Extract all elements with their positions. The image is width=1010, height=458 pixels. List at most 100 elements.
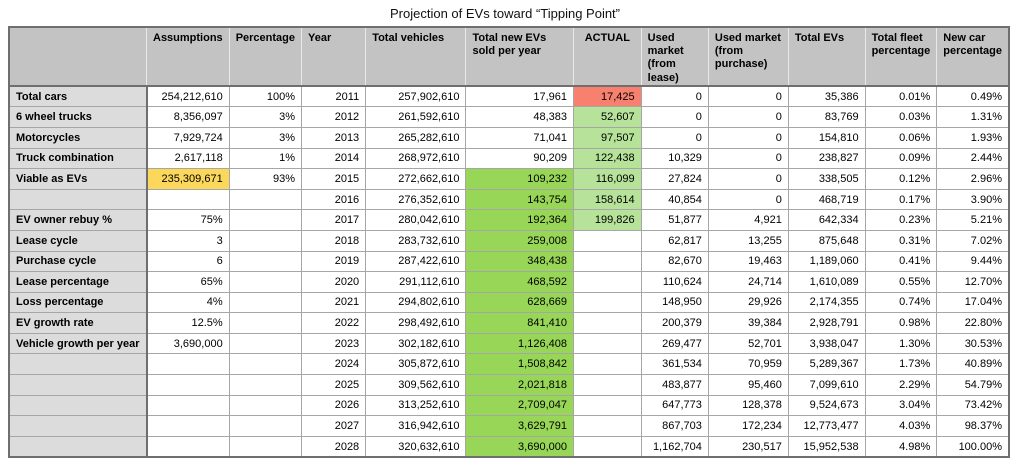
cell-year[interactable]: 2027 — [300, 415, 367, 437]
cell-new-car-pct[interactable]: 73.42% — [936, 394, 1010, 417]
cell-new-evs-sold[interactable]: 17,961 — [465, 85, 574, 108]
cell-total-vehicles[interactable]: 287,422,610 — [365, 250, 467, 273]
cell-total-vehicles[interactable]: 272,662,610 — [365, 168, 467, 190]
cell-total-evs[interactable]: 35,386 — [787, 85, 866, 108]
cell-row-label[interactable] — [8, 353, 148, 376]
cell-used-purchase[interactable]: 0 — [707, 106, 789, 128]
cell-new-car-pct[interactable]: 3.90% — [936, 188, 1010, 211]
cell-percentage[interactable] — [228, 188, 303, 211]
cell-fleet-pct[interactable]: 2.29% — [864, 374, 938, 396]
cell-assumptions[interactable]: 6 — [146, 250, 230, 273]
cell-new-evs-sold[interactable]: 143,754 — [465, 188, 574, 211]
cell-total-vehicles[interactable]: 302,182,610 — [365, 332, 467, 355]
cell-new-evs-sold[interactable]: 1,126,408 — [465, 332, 574, 355]
cell-assumptions[interactable]: 65% — [146, 271, 230, 293]
cell-assumptions[interactable] — [146, 374, 230, 396]
cell-percentage[interactable] — [228, 415, 303, 437]
cell-fleet-pct[interactable]: 0.31% — [864, 229, 938, 252]
cell-used-lease[interactable]: 0 — [640, 85, 709, 108]
cell-used-purchase[interactable]: 4,921 — [707, 209, 789, 231]
col-header-fleet-pct[interactable]: Total fleet percentage — [864, 27, 938, 87]
cell-new-evs-sold[interactable]: 841,410 — [465, 312, 574, 334]
cell-used-lease[interactable]: 82,670 — [640, 250, 709, 273]
cell-used-purchase[interactable]: 0 — [707, 168, 789, 190]
cell-used-purchase[interactable]: 172,234 — [707, 415, 789, 437]
cell-percentage[interactable] — [228, 250, 303, 273]
cell-used-purchase[interactable]: 70,959 — [707, 353, 789, 376]
cell-used-purchase[interactable]: 95,460 — [707, 374, 789, 396]
cell-total-evs[interactable]: 2,928,791 — [787, 312, 866, 334]
cell-total-evs[interactable]: 2,174,355 — [787, 291, 866, 314]
cell-total-evs[interactable]: 468,719 — [787, 188, 866, 211]
cell-total-evs[interactable]: 1,189,060 — [787, 250, 866, 273]
cell-actual[interactable] — [572, 271, 642, 293]
cell-row-label[interactable]: Vehicle growth per year — [8, 332, 148, 355]
cell-used-lease[interactable]: 110,624 — [640, 271, 709, 293]
cell-year[interactable]: 2023 — [300, 332, 367, 355]
col-header-used-lease[interactable]: Used market (from lease) — [640, 27, 709, 87]
cell-total-vehicles[interactable]: 320,632,610 — [365, 435, 467, 458]
cell-row-label[interactable]: Total cars — [8, 85, 148, 108]
cell-assumptions[interactable] — [146, 188, 230, 211]
cell-new-car-pct[interactable]: 2.96% — [936, 168, 1010, 190]
cell-year[interactable]: 2015 — [300, 168, 367, 190]
cell-row-label[interactable]: 6 wheel trucks — [8, 106, 148, 128]
cell-actual[interactable]: 158,614 — [572, 188, 642, 211]
cell-fleet-pct[interactable]: 0.06% — [864, 126, 938, 149]
col-header-percentage[interactable]: Percentage — [228, 27, 303, 87]
cell-actual[interactable]: 199,826 — [572, 209, 642, 231]
cell-actual[interactable] — [572, 332, 642, 355]
cell-assumptions[interactable]: 75% — [146, 209, 230, 231]
cell-used-lease[interactable]: 1,162,704 — [640, 435, 709, 458]
cell-percentage[interactable] — [228, 209, 303, 231]
cell-fleet-pct[interactable]: 3.04% — [864, 394, 938, 417]
cell-year[interactable]: 2012 — [300, 106, 367, 128]
cell-used-purchase[interactable]: 29,926 — [707, 291, 789, 314]
cell-used-lease[interactable]: 40,854 — [640, 188, 709, 211]
cell-new-car-pct[interactable]: 9.44% — [936, 250, 1010, 273]
cell-used-lease[interactable]: 269,477 — [640, 332, 709, 355]
cell-total-evs[interactable]: 83,769 — [787, 106, 866, 128]
col-header-assumptions[interactable]: Assumptions — [146, 27, 230, 87]
cell-percentage[interactable]: 100% — [228, 85, 303, 108]
cell-percentage[interactable] — [228, 332, 303, 355]
cell-total-evs[interactable]: 3,938,047 — [787, 332, 866, 355]
cell-actual[interactable]: 97,507 — [572, 126, 642, 149]
cell-used-purchase[interactable]: 13,255 — [707, 229, 789, 252]
cell-assumptions[interactable] — [146, 353, 230, 376]
col-header-total-evs[interactable]: Total EVs — [787, 27, 866, 87]
cell-percentage[interactable] — [228, 312, 303, 334]
cell-total-vehicles[interactable]: 261,592,610 — [365, 106, 467, 128]
cell-row-label[interactable]: Truck combination — [8, 147, 148, 170]
cell-total-vehicles[interactable]: 294,802,610 — [365, 291, 467, 314]
cell-year[interactable]: 2022 — [300, 312, 367, 334]
cell-new-car-pct[interactable]: 54.79% — [936, 374, 1010, 396]
cell-row-label[interactable]: EV growth rate — [8, 312, 148, 334]
cell-used-lease[interactable]: 867,703 — [640, 415, 709, 437]
cell-actual[interactable]: 17,425 — [572, 85, 642, 108]
cell-total-vehicles[interactable]: 298,492,610 — [365, 312, 467, 334]
cell-year[interactable]: 2011 — [300, 85, 367, 108]
cell-year[interactable]: 2028 — [300, 435, 367, 458]
cell-used-lease[interactable]: 200,379 — [640, 312, 709, 334]
cell-assumptions[interactable]: 235,309,671 — [146, 168, 230, 190]
cell-row-label[interactable]: EV owner rebuy % — [8, 209, 148, 231]
cell-new-car-pct[interactable]: 40.89% — [936, 353, 1010, 376]
cell-percentage[interactable]: 3% — [228, 106, 303, 128]
cell-new-car-pct[interactable]: 22.80% — [936, 312, 1010, 334]
cell-fleet-pct[interactable]: 0.55% — [864, 271, 938, 293]
cell-percentage[interactable]: 1% — [228, 147, 303, 170]
cell-row-label[interactable]: Lease cycle — [8, 229, 148, 252]
cell-year[interactable]: 2026 — [300, 394, 367, 417]
cell-used-purchase[interactable]: 24,714 — [707, 271, 789, 293]
cell-actual[interactable]: 52,607 — [572, 106, 642, 128]
col-header-total-vehicles[interactable]: Total vehicles — [365, 27, 467, 87]
cell-used-lease[interactable]: 27,824 — [640, 168, 709, 190]
cell-assumptions[interactable] — [146, 394, 230, 417]
cell-assumptions[interactable] — [146, 435, 230, 458]
cell-fleet-pct[interactable]: 4.98% — [864, 435, 938, 458]
cell-new-evs-sold[interactable]: 259,008 — [465, 229, 574, 252]
cell-used-lease[interactable]: 483,877 — [640, 374, 709, 396]
cell-new-car-pct[interactable]: 17.04% — [936, 291, 1010, 314]
cell-new-evs-sold[interactable]: 628,669 — [465, 291, 574, 314]
